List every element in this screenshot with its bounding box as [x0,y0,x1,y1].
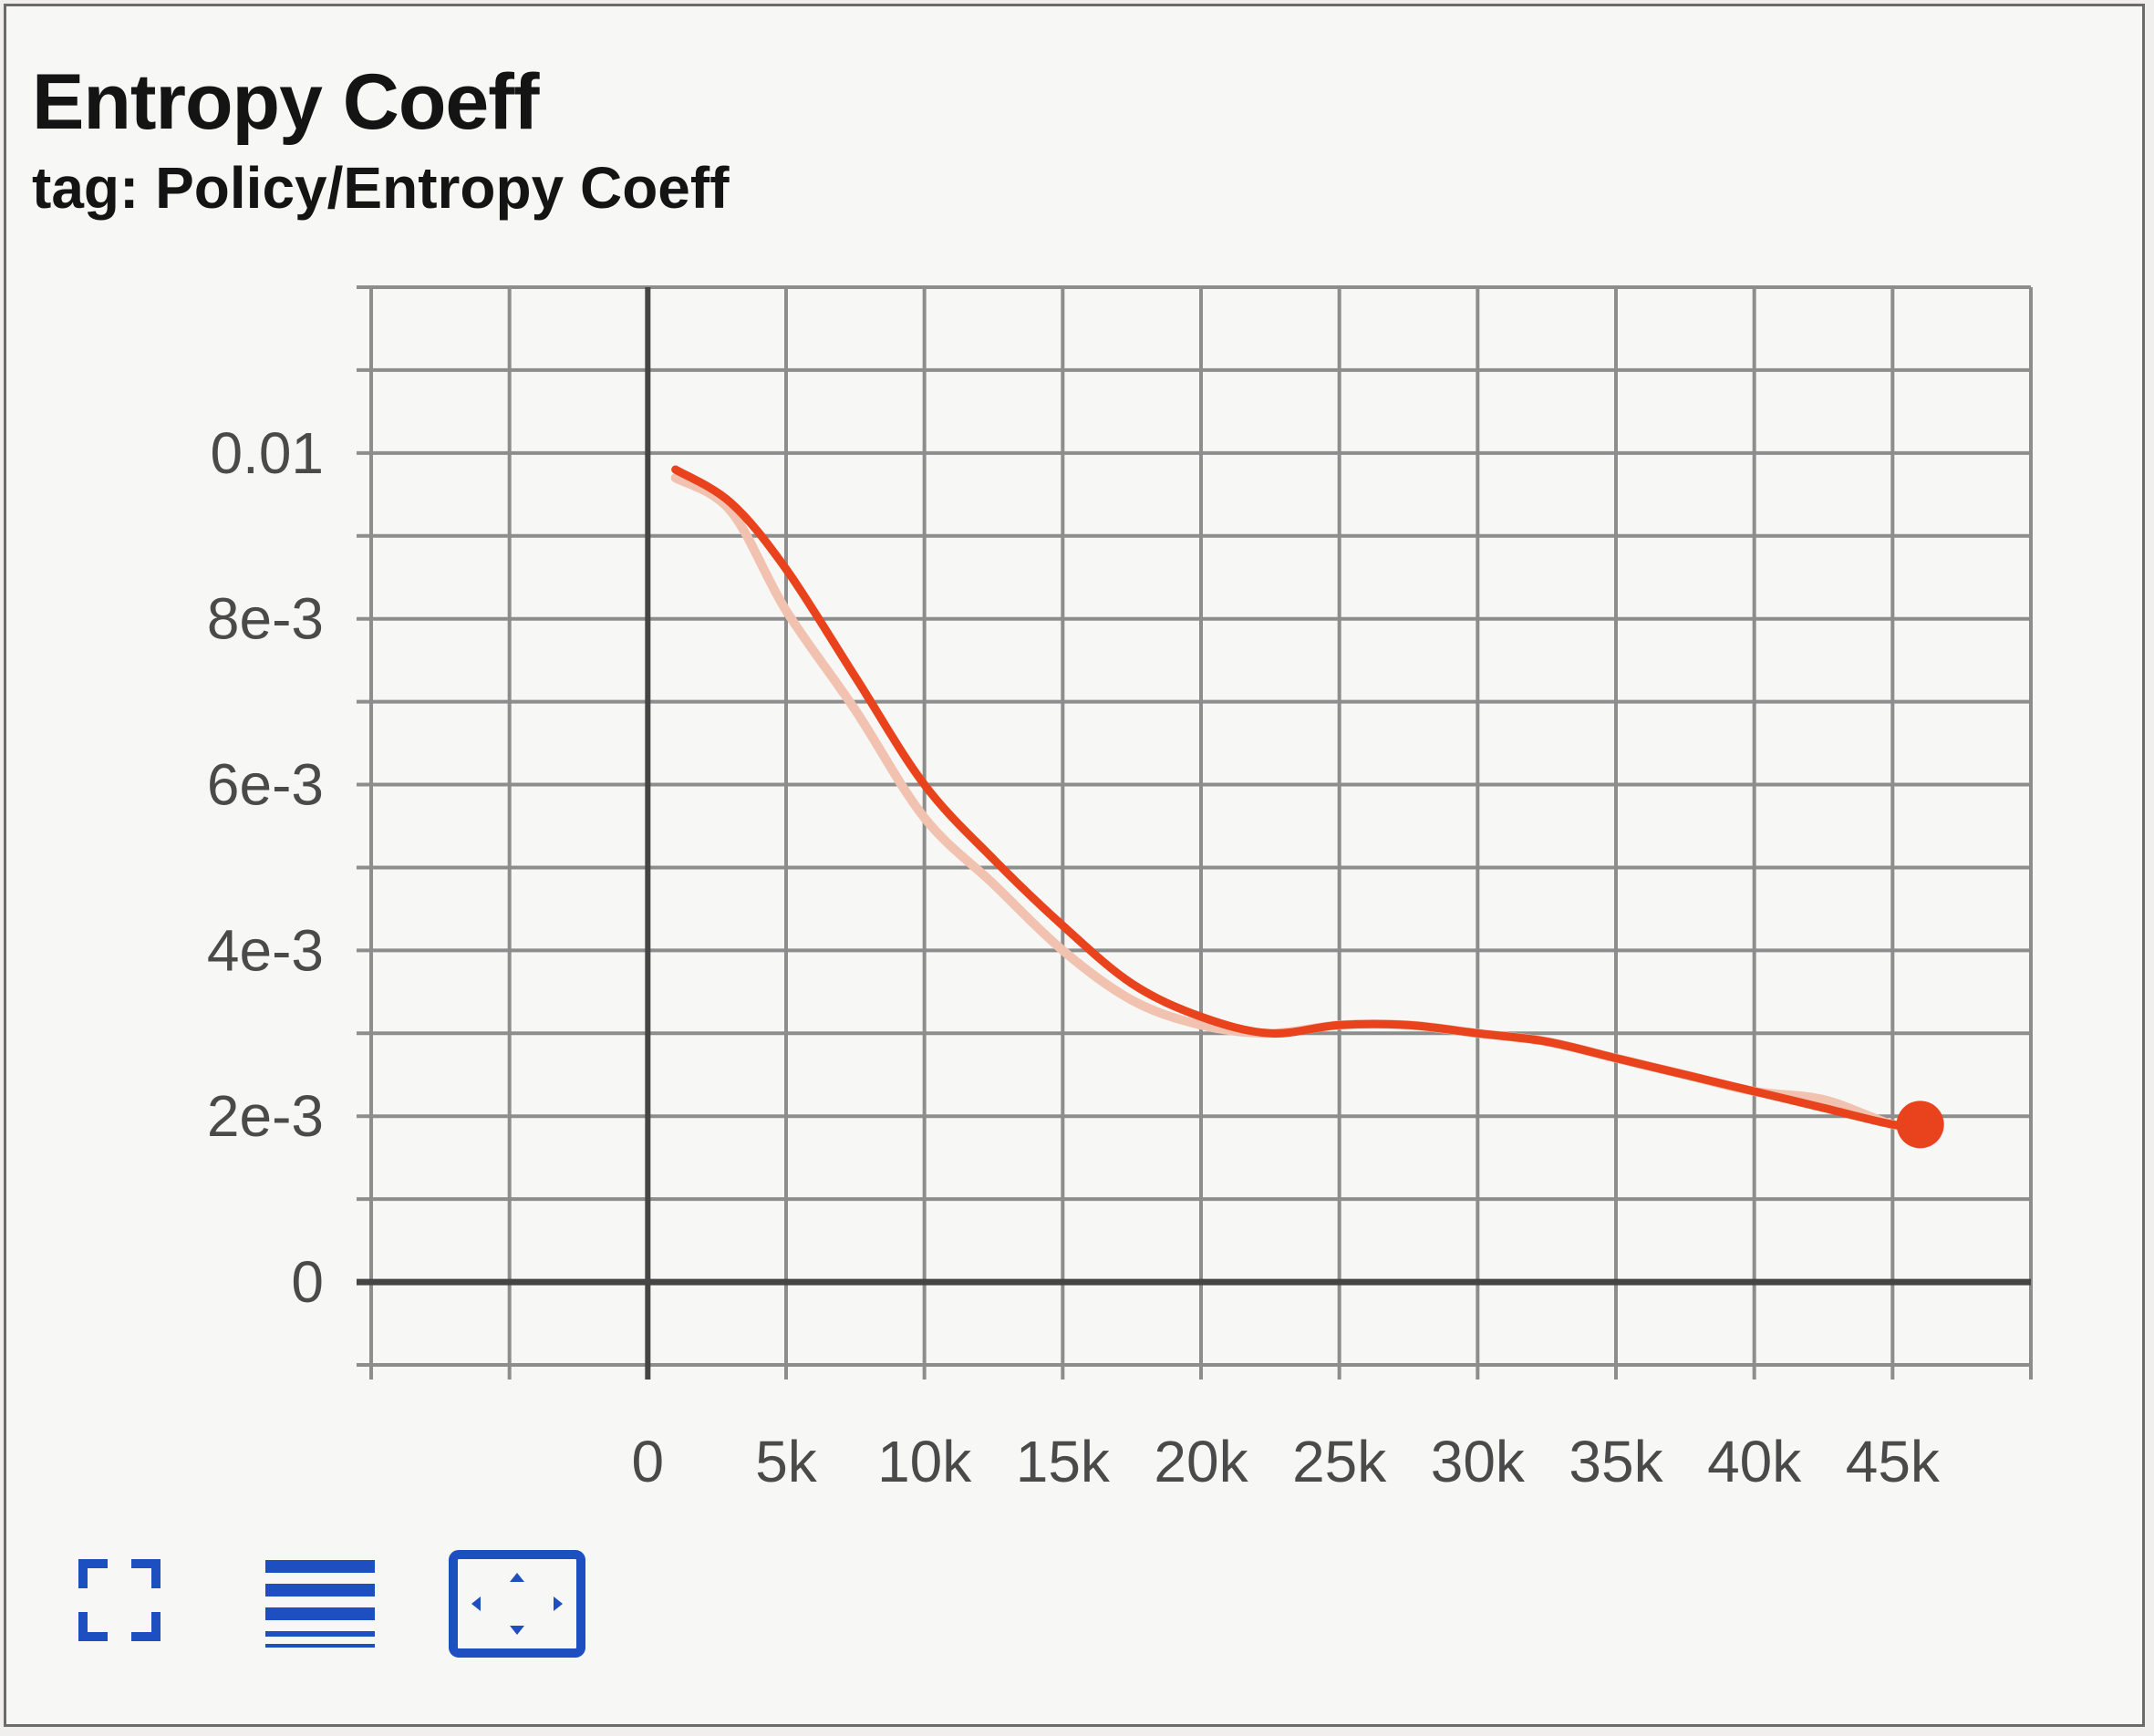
x-tick-label: 30k [1431,1429,1526,1494]
x-tick-label: 35k [1569,1429,1663,1494]
y-tick-label: 8e-3 [207,586,324,652]
x-tick-label: 45k [1846,1429,1941,1494]
x-tick-label: 40k [1707,1429,1802,1494]
x-tick-labels: 0 5k 10k 15k 20k 25k 30k 35k 40k 45k [632,1429,1941,1494]
chart[interactable]: 0 2e-3 4e-3 6e-3 8e-3 0.01 0 5k 10k 15k 20k 25k 30k… [6,6,2148,1730]
chart-title: Entropy Coeff [32,58,540,146]
axes [357,287,2031,1380]
scalar-chart-card: Entropy Coeff tag: Policy/Entropy Coeff … [4,4,2145,1727]
last-point-marker [1896,1100,1944,1149]
fit-domain-button[interactable] [448,1549,586,1658]
y-tick-label: 0 [291,1249,324,1315]
toggle-legend-button[interactable] [262,1553,378,1651]
x-tick-label: 5k [755,1429,818,1494]
x-tick-label: 10k [877,1429,972,1494]
y-tick-label: 0.01 [210,420,324,486]
chart-tag: tag: Policy/Entropy Coeff [32,155,730,221]
x-tick-label: 0 [632,1429,665,1494]
x-tick-label: 20k [1154,1429,1248,1494]
y-tick-label: 4e-3 [207,917,324,983]
grid [357,285,2033,1380]
fullscreen-icon [78,1559,161,1641]
y-tick-labels: 0 2e-3 4e-3 6e-3 8e-3 0.01 [207,420,324,1315]
x-tick-label: 25k [1292,1429,1387,1494]
series [670,465,1944,1149]
y-tick-label: 6e-3 [207,752,324,818]
y-tick-label: 2e-3 [207,1083,324,1149]
expand-chart-button[interactable] [76,1556,163,1644]
legend-lines-icon [265,1560,375,1648]
smoothed-series-line [671,465,1925,1131]
fit-domain-icon [449,1550,585,1658]
x-tick-label: 15k [1016,1429,1111,1494]
